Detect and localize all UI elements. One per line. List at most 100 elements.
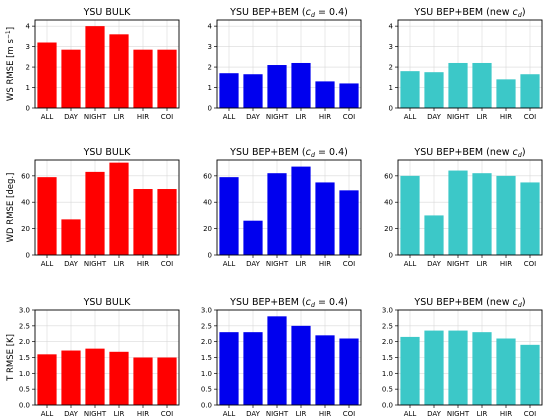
x-tick-label: DAY (64, 410, 79, 418)
x-tick-label: NIGHT (447, 410, 470, 418)
y-axis-label: T RMSE [K] (6, 334, 16, 382)
bar-night (267, 316, 287, 405)
x-tick-label: COI (343, 260, 355, 268)
y-tick-label: 20 (203, 225, 212, 233)
y-tick-label: 0 (389, 105, 393, 113)
x-tick-label: LIR (296, 410, 307, 418)
bar-all (400, 336, 420, 405)
bar-all (37, 354, 57, 405)
bar-coi (157, 49, 177, 108)
bar-lir (472, 173, 492, 255)
y-tick-label: 2.5 (201, 322, 212, 330)
bar-coi (339, 83, 359, 108)
bar-coi (520, 74, 540, 108)
x-tick-label: HIR (137, 113, 149, 121)
bar-lir (291, 62, 311, 108)
x-tick-label: HIR (319, 260, 331, 268)
x-tick-label: NIGHT (447, 113, 470, 121)
bar-coi (339, 190, 359, 255)
y-tick-label: 4 (389, 23, 394, 31)
bar-hir (496, 338, 516, 405)
bar-night (267, 65, 287, 108)
x-tick-label: HIR (319, 410, 331, 418)
y-tick-label: 2.5 (382, 322, 393, 330)
x-tick-label: HIR (500, 260, 512, 268)
x-tick-label: COI (524, 260, 536, 268)
x-tick-label: DAY (427, 410, 442, 418)
x-tick-label: NIGHT (84, 113, 107, 121)
x-tick-label: ALL (223, 260, 236, 268)
y-tick-label: 40 (203, 199, 212, 207)
y-tick-label: 60 (203, 172, 212, 180)
plot-frame (397, 19, 543, 109)
x-tick-label: ALL (404, 410, 417, 418)
plot-frame (397, 309, 543, 406)
x-tick-label: HIR (137, 410, 149, 418)
subplot-title: YSU BEP+BEM (cd = 0.4) (229, 147, 348, 159)
x-tick-label: ALL (41, 260, 54, 268)
y-tick-label: 2.0 (382, 338, 393, 346)
x-tick-label: DAY (246, 410, 261, 418)
subplot-2-2: 0 20 40 60 ALL DAY NIGHT LIR HIR COI YSU BEP+BEM (… (203, 147, 362, 268)
bar-night (448, 62, 468, 108)
y-tick-label: 3 (208, 43, 212, 51)
x-tick-label: COI (524, 113, 536, 121)
y-tick-label: 3 (26, 43, 30, 51)
x-tick-label: DAY (246, 113, 261, 121)
y-tick-label: 0.0 (19, 402, 30, 410)
plot-frame (216, 159, 362, 256)
bar-hir (315, 335, 335, 405)
bar-hir (133, 189, 153, 255)
y-tick-label: 20 (21, 225, 30, 233)
x-tick-label: NIGHT (84, 410, 107, 418)
x-tick-label: COI (524, 410, 536, 418)
bar-all (219, 73, 239, 108)
bar-all (37, 42, 57, 108)
y-tick-label: 4 (208, 23, 213, 31)
subplot-title: YSU BEP+BEM (cd = 0.4) (229, 297, 348, 309)
subplot-2-3: 0 20 40 60 ALL DAY NIGHT LIR HIR COI YSU BEP+BEM (… (384, 147, 543, 268)
subplot-title: YSU BEP+BEM (cd = 0.4) (229, 7, 348, 19)
x-tick-label: LIR (477, 410, 488, 418)
bar-day (243, 74, 263, 108)
bar-hir (496, 175, 516, 255)
x-tick-label: ALL (223, 410, 236, 418)
y-tick-label: 1 (208, 84, 212, 92)
plot-frame (34, 19, 180, 109)
y-tick-label: 0 (26, 252, 30, 260)
x-tick-label: COI (161, 410, 173, 418)
bar-lir (291, 166, 311, 255)
y-tick-label: 2.0 (19, 338, 30, 346)
x-tick-label: NIGHT (447, 260, 470, 268)
bar-coi (339, 338, 359, 405)
bar-all (400, 175, 420, 255)
plot-frame (216, 309, 362, 406)
x-tick-label: NIGHT (84, 260, 107, 268)
x-tick-label: ALL (41, 410, 54, 418)
x-tick-label: LIR (296, 113, 307, 121)
bar-day (61, 49, 81, 108)
y-tick-label: 20 (384, 225, 393, 233)
x-tick-label: HIR (500, 113, 512, 121)
bar-all (400, 71, 420, 108)
y-tick-label: 2 (208, 64, 212, 72)
y-tick-label: 0.0 (382, 402, 393, 410)
x-tick-label: ALL (404, 113, 417, 121)
y-tick-label: 40 (21, 199, 30, 207)
subplot-1-2: 0 1 2 3 4 ALL DAY NIGHT LIR HIR COI YSU BEP+BEM (cd… (208, 7, 362, 121)
bar-day (61, 350, 81, 405)
bar-hir (133, 49, 153, 108)
x-tick-label: DAY (427, 260, 442, 268)
plot-frame (216, 19, 362, 109)
bar-day (424, 215, 444, 255)
y-tick-label: 3 (389, 43, 393, 51)
y-tick-label: 1 (389, 84, 393, 92)
bar-day (424, 330, 444, 405)
x-tick-label: ALL (223, 113, 236, 121)
x-tick-label: LIR (114, 113, 125, 121)
bar-all (219, 332, 239, 405)
subplot-title: YSU BEP+BEM (new cd) (413, 147, 525, 159)
plot-area (35, 20, 179, 108)
bar-lir (109, 162, 129, 255)
bar-night (85, 348, 105, 405)
